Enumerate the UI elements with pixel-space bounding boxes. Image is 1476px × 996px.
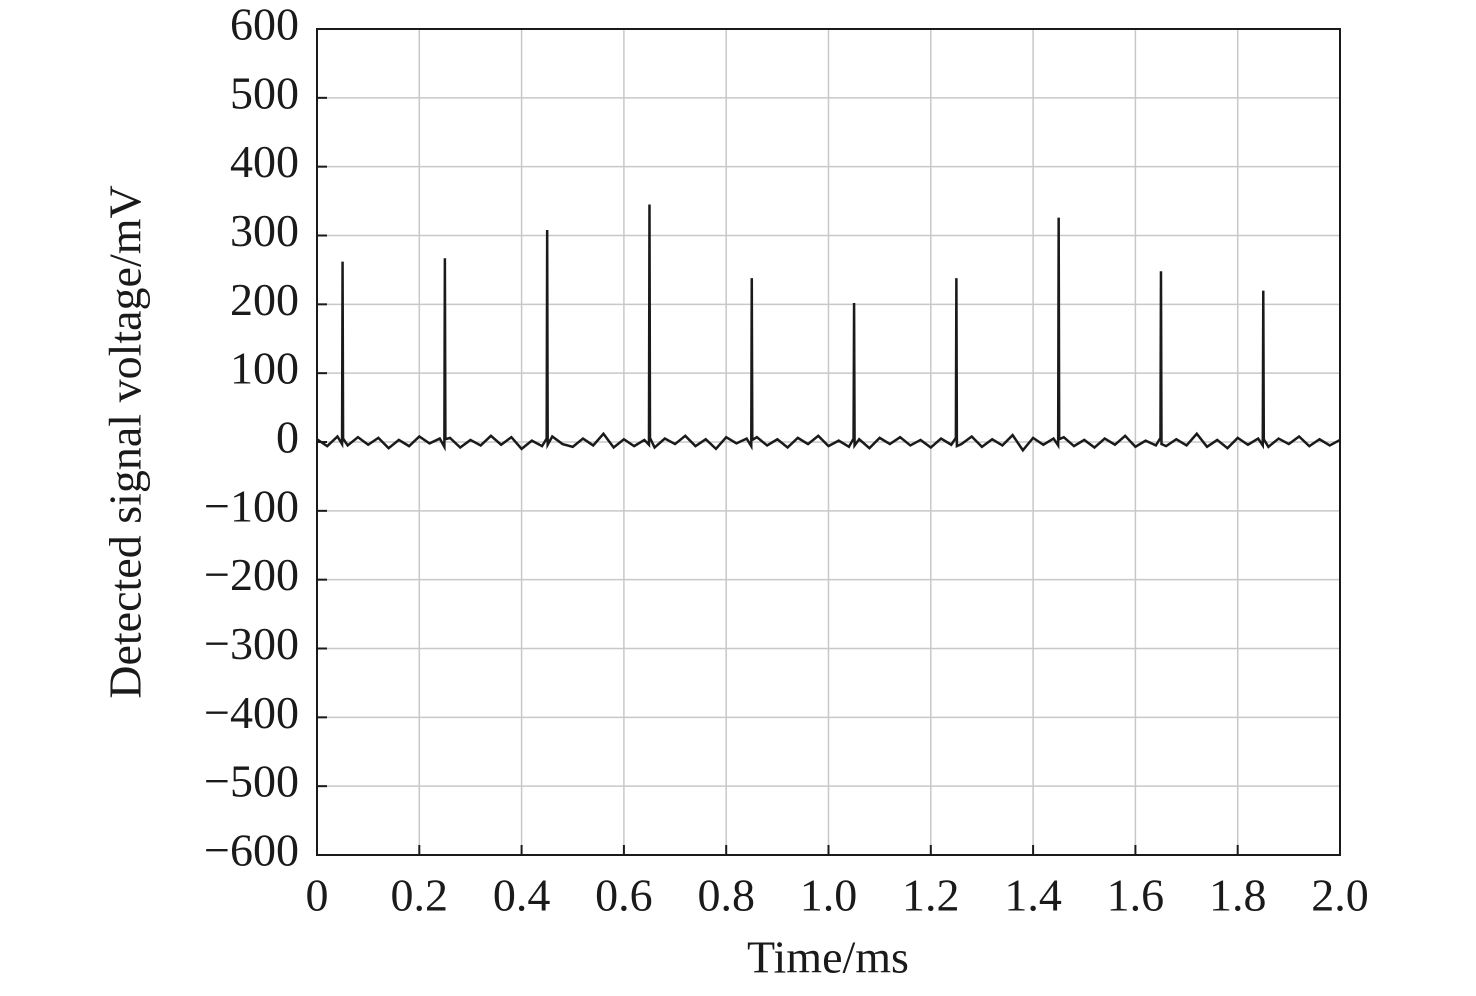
y-tick-label: −100 [204,480,299,531]
y-tick-label: 100 [230,343,299,394]
y-tick-label: 300 [230,205,299,256]
y-axis-title: Detected signal voltage/mV [100,185,151,699]
x-tick-label: 1.2 [902,870,960,921]
y-tick-label: 0 [276,412,299,463]
x-tick-label: 0.2 [391,870,449,921]
x-tick-label: 0.6 [595,870,653,921]
x-tick-label: 1.4 [1004,870,1062,921]
x-tick-label: 0 [306,870,329,921]
signal-line [316,204,1341,453]
y-tick-label: 500 [230,67,299,118]
y-tick-label: 600 [230,0,299,50]
y-tick-label: 200 [230,274,299,325]
x-tick-label: 0.4 [493,870,551,921]
y-tick-label: −200 [204,549,299,600]
y-tick-label: −600 [204,825,299,876]
y-tick-label: −300 [204,618,299,669]
x-tick-label: 0.8 [697,870,755,921]
y-tick-label: −500 [204,756,299,807]
x-tick-label: 1.6 [1107,870,1165,921]
x-tick-label: 1.8 [1209,870,1267,921]
x-axis-title: Time/ms [747,932,909,983]
x-tick-label: 1.0 [800,870,858,921]
y-tick-label: −400 [204,687,299,738]
x-tick-label: 2.0 [1311,870,1369,921]
y-tick-label: 400 [230,136,299,187]
plot-frame [316,28,1341,856]
